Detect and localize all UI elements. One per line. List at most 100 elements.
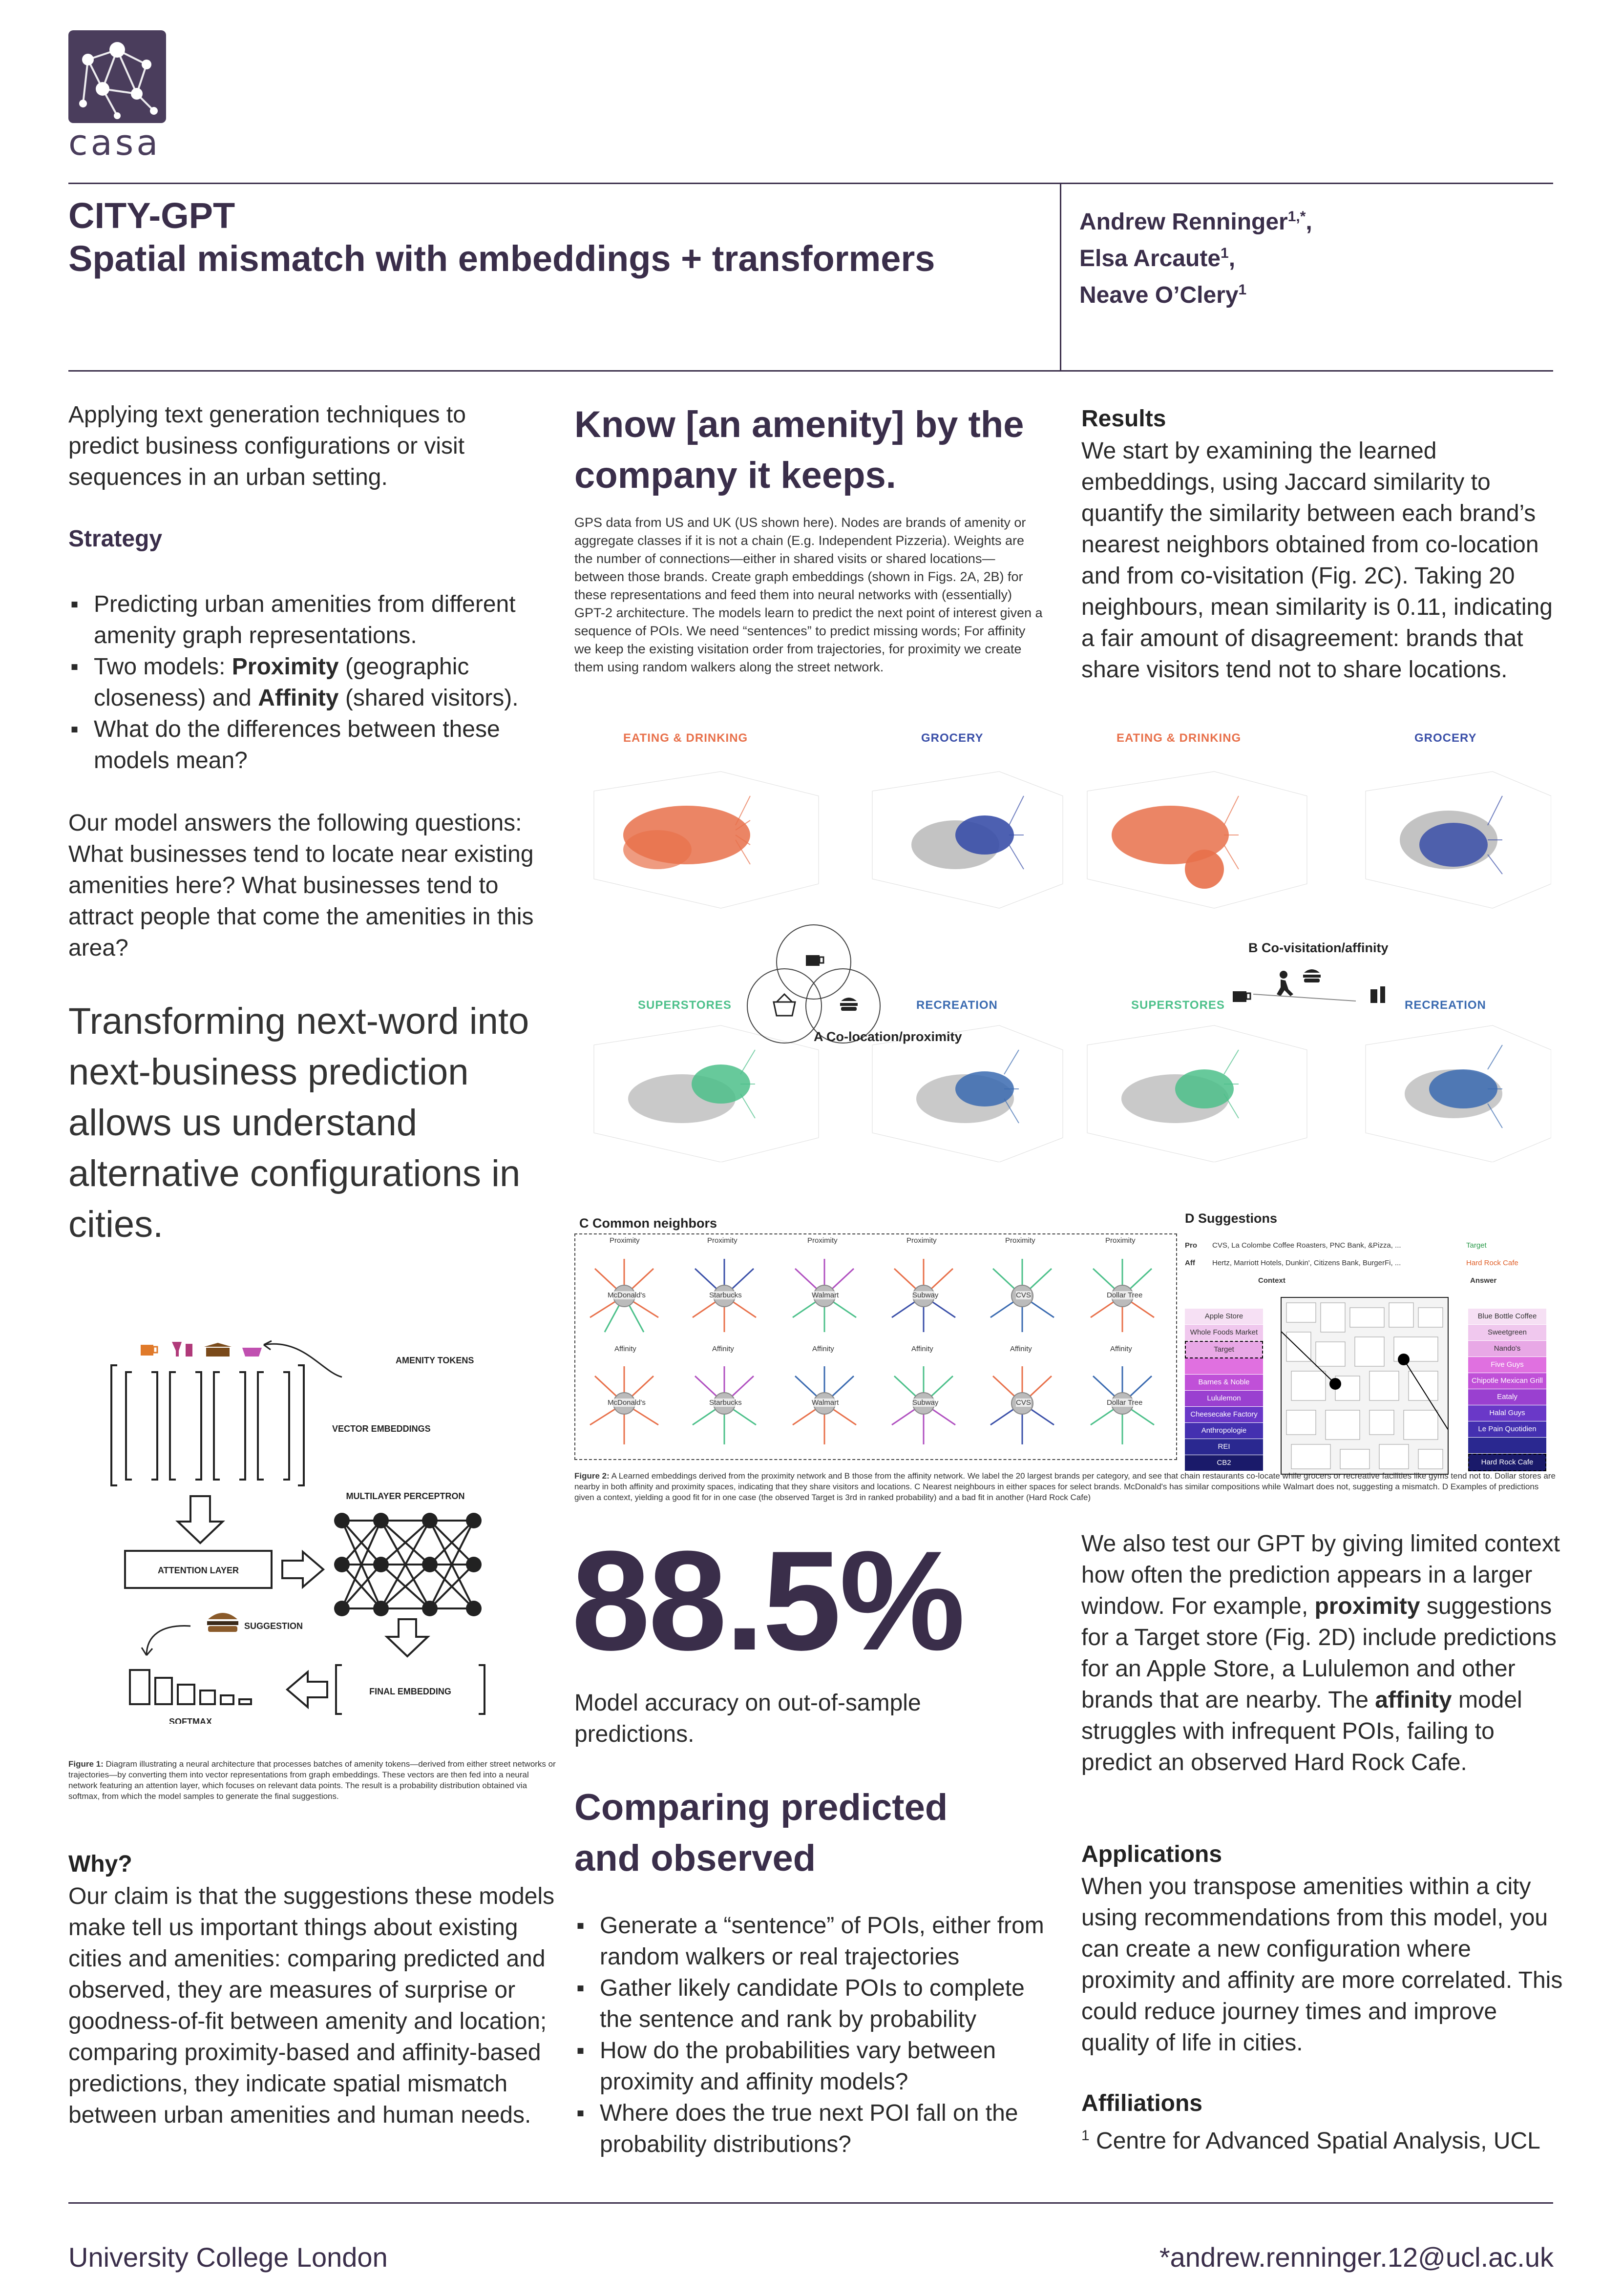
- why-heading: Why?: [68, 1851, 132, 1877]
- caption-text: Diagram illustrating a neural architectu…: [68, 1759, 556, 1801]
- suggestion-item: Cheesecake Factory: [1185, 1407, 1263, 1423]
- compare-list: Generate a “sentence” of POIs, either fr…: [574, 1910, 1058, 2160]
- basket-icon: [773, 993, 796, 1017]
- author-list: Andrew Renninger1,*, Elsa Arcaute1, Neav…: [1079, 201, 1519, 311]
- brand-label: McDonald's: [608, 1291, 646, 1299]
- category-superstores-a: SUPERSTORES: [638, 999, 732, 1012]
- suggestion-label: SUGGESTION: [244, 1621, 303, 1631]
- prox-label: Proximity: [1005, 1236, 1035, 1245]
- list-item: Where does the true next POI fall on the…: [574, 2098, 1058, 2160]
- wine-icon: [1370, 986, 1385, 1003]
- brand-label: McDonald's: [608, 1398, 646, 1407]
- strategy-heading: Strategy: [68, 526, 163, 552]
- aff-label: Affinity: [911, 1345, 933, 1353]
- panel-a-label: A Co-location/proximity: [814, 1029, 962, 1044]
- aff-label: Affinity: [1010, 1345, 1032, 1353]
- suggestion-item: Sweetgreen: [1468, 1325, 1546, 1341]
- suggestion-item: Nando's: [1468, 1341, 1546, 1357]
- panel-c-label: C Common neighbors: [579, 1216, 717, 1231]
- suggestion-item: Chipotle Mexican Grill: [1468, 1373, 1546, 1389]
- affinity-suggestion-list: Blue Bottle Coffee Sweetgreen Nando's Fi…: [1468, 1309, 1546, 1471]
- item-bold: Proximity: [232, 654, 339, 680]
- brand-label: Starbucks: [709, 1291, 742, 1299]
- burger-icon: [1303, 969, 1321, 982]
- amenity-tokens-label: AMENITY TOKENS: [396, 1356, 474, 1365]
- category-grocery-a: GROCERY: [921, 731, 984, 745]
- brand-label: Subway: [912, 1398, 939, 1407]
- suggestion-item: Apple Store: [1185, 1309, 1263, 1325]
- attention-layer-label: ATTENTION LAYER: [158, 1565, 239, 1575]
- author-name: Neave O’Clery: [1079, 282, 1239, 308]
- list-item: Two models: Proximity (geographic closen…: [68, 651, 547, 714]
- prox-label: Proximity: [610, 1236, 640, 1245]
- header-rule-bottom: [68, 370, 1553, 372]
- item-text: Predicting urban amenities from differen…: [94, 591, 516, 648]
- test-text-part: model struggles with infrequent POIs, fa…: [1081, 1687, 1522, 1775]
- caption-label: Figure 1:: [68, 1759, 104, 1769]
- footer-email[interactable]: *andrew.renninger.12@ucl.ac.uk: [1159, 2242, 1554, 2273]
- author: Elsa Arcaute1,: [1079, 238, 1519, 274]
- applications-heading: Applications: [1081, 1841, 1222, 1867]
- results-heading: Results: [1081, 406, 1166, 432]
- list-item: What do the differences between these mo…: [68, 714, 547, 776]
- common-neighbors-box: Proximity Proximity Proximity Proximity …: [574, 1233, 1177, 1460]
- prox-label: Proximity: [1105, 1236, 1136, 1245]
- answer-header: Answer: [1470, 1276, 1497, 1285]
- accuracy-number: 88.5%: [571, 1522, 965, 1680]
- casa-logo: casa: [68, 30, 166, 162]
- suggestion-item: Whole Foods Market: [1185, 1325, 1263, 1341]
- gps-description: GPS data from US and UK (US shown here).…: [574, 515, 1043, 674]
- aff-label: Affinity: [712, 1345, 734, 1353]
- suggestion-item: Five Guys: [1468, 1357, 1546, 1373]
- category-grocery-b: GROCERY: [1414, 731, 1477, 745]
- questions-text: Our model answers the following question…: [68, 810, 534, 961]
- test-text-bold: affinity: [1375, 1687, 1452, 1713]
- suggestion-item: Eataly: [1468, 1389, 1546, 1405]
- neighbor-stars: [590, 1259, 1155, 1444]
- aff-label: Affinity: [614, 1345, 636, 1353]
- brand-label: Starbucks: [709, 1398, 742, 1407]
- brand-label: Walmart: [812, 1398, 839, 1407]
- poster-title: CITY-GPT Spatial mismatch with embedding…: [68, 194, 1045, 280]
- figure-2: EATING & DRINKING GROCERY SUPERSTORES RE…: [574, 723, 1551, 1514]
- suggestion-item: Halal Guys: [1468, 1405, 1546, 1421]
- context-header: Context: [1258, 1276, 1285, 1285]
- burger-icon: [207, 1613, 238, 1632]
- venn-diagram: [747, 924, 881, 1044]
- author-sup: 1: [1221, 245, 1229, 261]
- title-line-2: Spatial mismatch with embeddings + trans…: [68, 238, 935, 279]
- brand-label: CVS: [1016, 1291, 1031, 1299]
- affiliation-sup: 1: [1081, 2128, 1090, 2144]
- suggestion-item: Lululemon: [1185, 1391, 1263, 1407]
- panel-b-label: B Co-visitation/affinity: [1248, 940, 1389, 955]
- suggestion-item: Blue Bottle Coffee: [1468, 1309, 1546, 1325]
- figure-1-caption: Figure 1: Diagram illustrating a neural …: [68, 1759, 557, 1802]
- author-name: Andrew Renninger: [1079, 209, 1288, 235]
- item-text: (shared visitors).: [338, 685, 519, 711]
- pro-answer: Target: [1466, 1241, 1487, 1250]
- know-amenity-heading: Know [an amenity] by the company it keep…: [574, 404, 1024, 496]
- category-superstores-b: SUPERSTORES: [1131, 999, 1225, 1012]
- caption-label: Figure 2:: [574, 1471, 610, 1481]
- runner-icon: [1277, 971, 1293, 996]
- category-recreation-a: RECREATION: [916, 999, 998, 1012]
- caption-text: A Learned embeddings derived from the pr…: [574, 1471, 1556, 1502]
- suggestion-item: Target: [1185, 1341, 1263, 1358]
- item-text: What do the differences between these mo…: [94, 716, 500, 773]
- figure-1: AMENITY TOKENS VECTOR EMBEDDINGS ATTENTI…: [98, 1333, 537, 1727]
- amenity-token-icons: [141, 1342, 262, 1357]
- header-divider: [1060, 183, 1061, 371]
- prox-label: Proximity: [906, 1236, 937, 1245]
- coffee-icon: [1233, 991, 1251, 1002]
- strategy-list: Predicting urban amenities from differen…: [68, 589, 547, 776]
- results-text: We start by examining the learned embedd…: [1081, 438, 1553, 683]
- suggestion-item: Barnes & Noble: [1185, 1375, 1263, 1391]
- suggestion-item: [1185, 1358, 1263, 1375]
- pro-label: Pro: [1185, 1241, 1198, 1250]
- big-statement: Transforming next-word into next-busines…: [68, 1001, 529, 1245]
- brand-label: CVS: [1016, 1398, 1031, 1407]
- suggestion-item: [1468, 1438, 1546, 1454]
- logo-wordmark: casa: [68, 122, 161, 163]
- city-map: [1281, 1297, 1449, 1475]
- aff-label: Affinity: [812, 1345, 834, 1353]
